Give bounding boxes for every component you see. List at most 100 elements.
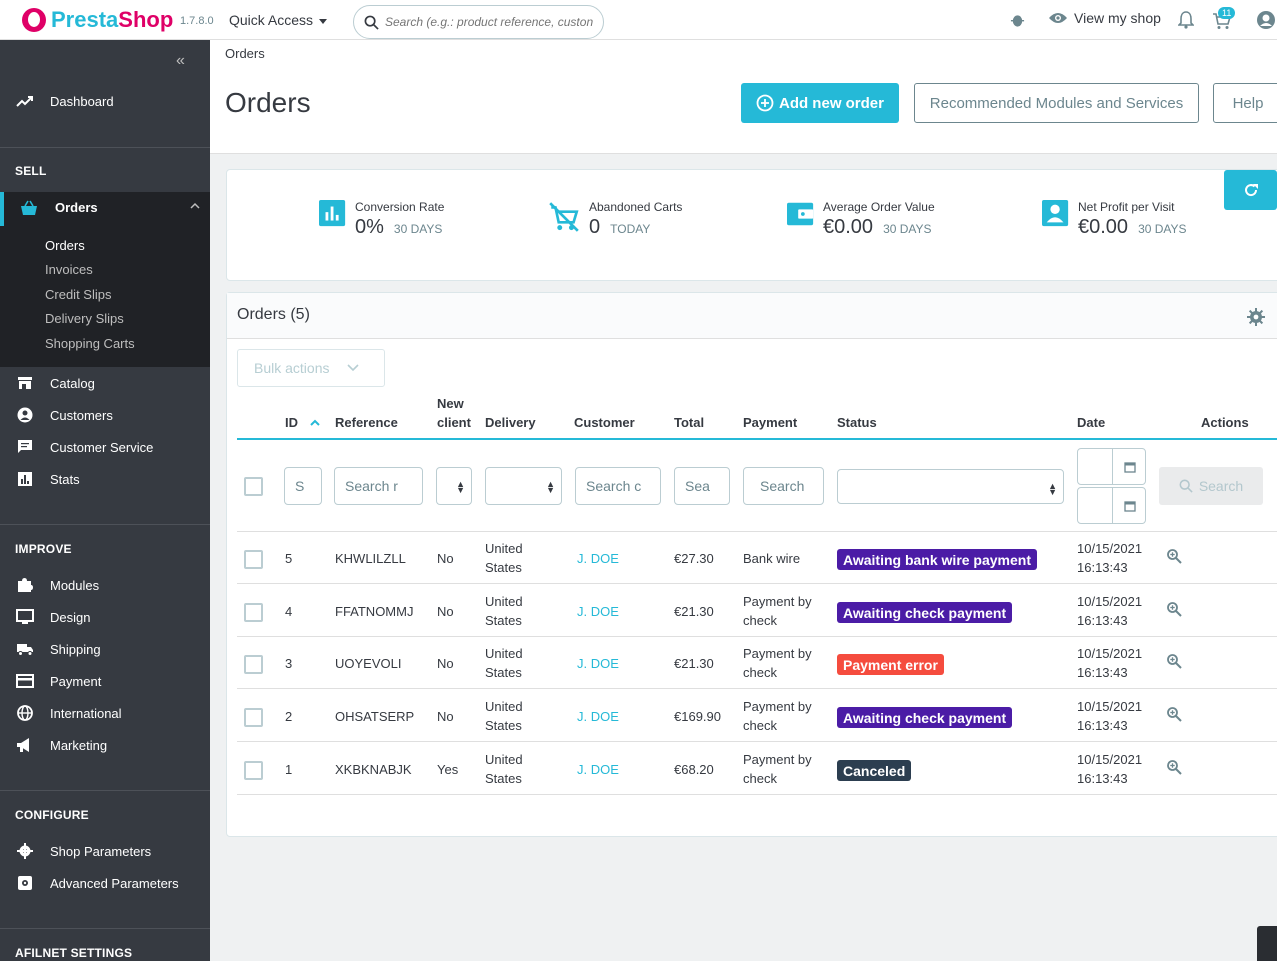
sidebar-item-customer-service[interactable]: Customer Service [0,433,210,461]
filter-delivery-select[interactable]: ▲ ▼ [485,467,562,505]
row-checkbox[interactable] [244,708,263,727]
date-from-calendar-button[interactable] [1112,449,1146,485]
help-button[interactable]: Help [1213,83,1277,123]
order-customer-link[interactable]: J. DOE [577,762,619,777]
search-input[interactable] [385,15,595,29]
order-new-client: No [437,604,454,619]
breadcrumb[interactable]: Orders [225,46,265,61]
user-avatar-icon[interactable] [1256,10,1276,30]
recommended-modules-button[interactable]: Recommended Modules and Services [914,83,1199,123]
collapse-sidebar-icon[interactable]: « [176,52,185,70]
column-delivery[interactable]: Delivery [485,415,536,430]
view-order-zoom-icon[interactable] [1166,706,1182,722]
order-reference: XKBKNABJK [335,762,412,777]
filter-customer-input[interactable]: Search c [575,467,661,505]
brand-name[interactable]: PrestaShop [51,7,173,33]
order-customer-link[interactable]: J. DOE [577,656,619,671]
sidebar-item-customers[interactable]: Customers [0,401,210,429]
submenu-credit-slips[interactable]: Credit Slips [45,287,111,302]
order-status-badge[interactable]: Awaiting bank wire payment [837,549,1037,570]
row-checkbox[interactable] [244,603,263,622]
kpi-conversion-rate[interactable]: Conversion Rate 0% 30 DAYS [319,200,444,239]
select-arrows-icon: ▲ ▼ [1048,483,1057,495]
order-new-client: No [437,656,454,671]
column-payment[interactable]: Payment [743,415,797,430]
shopping-basket-icon [20,200,38,219]
view-order-zoom-icon[interactable] [1166,759,1182,775]
column-reference[interactable]: Reference [335,415,398,430]
filter-total-input[interactable]: Sea [674,467,730,505]
submenu-shopping-carts[interactable]: Shopping Carts [45,336,135,351]
filter-id-input[interactable]: S [284,467,322,505]
refresh-kpi-button[interactable] [1224,170,1277,210]
quick-access-dropdown[interactable]: Quick Access [229,12,327,28]
view-shop-link[interactable]: View my shop [1048,10,1161,26]
row-divider [237,583,1277,584]
order-total: €27.30 [674,551,714,566]
order-status-badge[interactable]: Awaiting check payment [837,602,1012,623]
row-checkbox[interactable] [244,550,263,569]
sidebar-item-label: Design [50,610,90,625]
bell-icon[interactable] [1178,11,1194,29]
filter-date-from[interactable] [1077,448,1146,485]
sidebar-item-payment[interactable]: Payment [0,667,210,695]
order-payment-line2: check [743,771,777,786]
debug-icon[interactable] [1010,12,1025,28]
sidebar-item-dashboard[interactable]: Dashboard [0,87,210,115]
sidebar-item-advanced-parameters[interactable]: Advanced Parameters [0,869,210,897]
column-date[interactable]: Date [1077,415,1105,430]
view-order-zoom-icon[interactable] [1166,601,1182,617]
sidebar-item-international[interactable]: International [0,699,210,727]
date-to-calendar-button[interactable] [1112,488,1146,524]
order-status-badge[interactable]: Awaiting check payment [837,707,1012,728]
select-all-checkbox[interactable] [244,477,263,496]
bulk-actions-dropdown[interactable]: Bulk actions [237,349,385,387]
submenu-invoices[interactable]: Invoices [45,262,93,277]
filter-search-button[interactable]: Search [1159,467,1263,505]
column-id[interactable]: ID [285,415,320,430]
filter-payment-input[interactable]: Search [743,467,824,505]
sidebar-item-design[interactable]: Design [0,603,210,631]
order-customer-link[interactable]: J. DOE [577,551,619,566]
credit-card-icon [16,672,34,690]
order-status-badge[interactable]: Canceled [837,760,911,781]
filter-date-to[interactable] [1077,487,1146,524]
order-customer-link[interactable]: J. DOE [577,709,619,724]
column-total[interactable]: Total [674,415,704,430]
column-customer[interactable]: Customer [574,415,635,430]
add-new-order-button[interactable]: Add new order [741,83,899,123]
column-status[interactable]: Status [837,415,877,430]
sidebar-item-shop-parameters[interactable]: Shop Parameters [0,837,210,865]
filter-reference-input[interactable]: Search r [334,467,423,505]
global-search[interactable] [353,5,604,39]
kpi-row: Conversion Rate 0% 30 DAYS Abandoned Carts… [226,169,1277,281]
sidebar-item-orders[interactable]: Orders [0,192,210,226]
sidebar-item-catalog[interactable]: Catalog [0,369,210,397]
sidebar-item-stats[interactable]: Stats [0,465,210,493]
column-new-client-2[interactable]: client [437,415,471,430]
kpi-net-profit-per-visit[interactable]: Net Profit per Visit €0.00 30 DAYS [1042,200,1187,239]
settings-gear-icon[interactable] [1247,308,1265,326]
filter-status-select[interactable]: ▲ ▼ [837,469,1064,504]
bar-chart-icon [16,470,34,488]
sidebar-item-modules[interactable]: Modules [0,571,210,599]
prestashop-logo-icon[interactable] [22,8,46,32]
column-new-client[interactable]: New [437,396,464,411]
submenu-orders[interactable]: Orders [45,238,85,253]
order-customer-link[interactable]: J. DOE [577,604,619,619]
sidebar-item-shipping[interactable]: Shipping [0,635,210,663]
filter-new-client-select[interactable]: ▲ ▼ [436,467,472,505]
submenu-delivery-slips[interactable]: Delivery Slips [45,311,124,326]
kpi-average-order-value[interactable]: Average Order Value €0.00 30 DAYS [787,200,935,239]
view-order-zoom-icon[interactable] [1166,653,1182,669]
order-payment-line1: Payment by [743,752,812,767]
order-id: 3 [285,656,292,671]
view-order-zoom-icon[interactable] [1166,548,1182,564]
order-status-badge[interactable]: Payment error [837,654,944,675]
panel-header: Orders (5) [227,293,1277,339]
kpi-abandoned-carts[interactable]: Abandoned Carts 0 TODAY [547,200,682,239]
sidebar-item-marketing[interactable]: Marketing [0,731,210,759]
symfony-toolbar-toggle[interactable] [1257,926,1277,961]
row-checkbox[interactable] [244,655,263,674]
row-checkbox[interactable] [244,761,263,780]
